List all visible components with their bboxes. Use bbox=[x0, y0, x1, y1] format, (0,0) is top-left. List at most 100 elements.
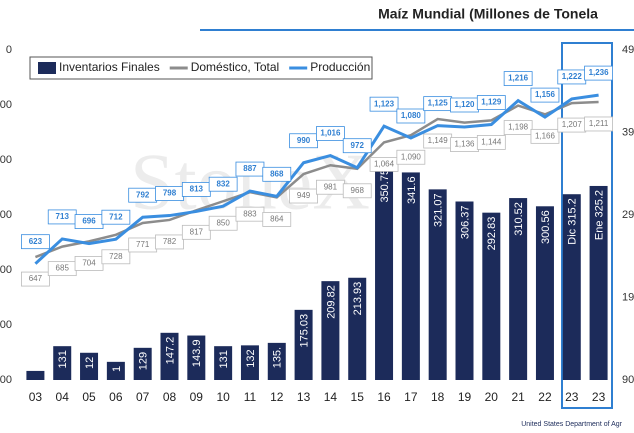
line-label: 712 bbox=[109, 212, 123, 221]
bar-label: 147.2 bbox=[164, 337, 176, 365]
label-box bbox=[208, 215, 238, 231]
bar bbox=[26, 370, 45, 380]
label-box bbox=[396, 108, 426, 124]
x-tick-label: 05 bbox=[82, 390, 96, 404]
bar-label: 131 bbox=[57, 350, 69, 368]
chart-title: Maíz Mundial (Millones de Tonela bbox=[378, 6, 598, 22]
bar-label: 292.83 bbox=[486, 217, 498, 251]
line-label: 883 bbox=[243, 209, 257, 218]
x-tick-label: 04 bbox=[56, 390, 70, 404]
y2-tick-label: 49 bbox=[622, 44, 634, 56]
bar-label: 310.52 bbox=[513, 202, 525, 236]
line-label: 813 bbox=[190, 185, 204, 194]
x-tick-label: 09 bbox=[190, 390, 204, 404]
line-label: 704 bbox=[82, 259, 96, 268]
label-box bbox=[262, 211, 292, 227]
bar-label: 132 bbox=[245, 349, 257, 367]
line-label: 972 bbox=[351, 141, 365, 150]
x-tick-label: 03 bbox=[29, 390, 43, 404]
bar bbox=[535, 206, 554, 380]
bar-label: 129 bbox=[138, 352, 150, 370]
line-label: 623 bbox=[29, 237, 43, 246]
y-tick-label: 0 bbox=[6, 44, 12, 56]
label-box bbox=[342, 138, 372, 154]
line-label: 1,222 bbox=[562, 72, 583, 81]
bar-label: 131 bbox=[218, 350, 230, 368]
y2-tick-label: 39 bbox=[622, 126, 634, 138]
line-label: 798 bbox=[163, 189, 177, 198]
x-tick-label: 11 bbox=[244, 390, 257, 404]
bar bbox=[80, 352, 99, 380]
bar-label: 135. bbox=[272, 347, 284, 368]
label-box bbox=[530, 128, 560, 144]
y2-tick-label: 19 bbox=[622, 291, 634, 303]
line-label: 949 bbox=[297, 191, 311, 200]
x-tick-label: 16 bbox=[377, 390, 391, 404]
highlight-box bbox=[561, 42, 613, 409]
line-label: 887 bbox=[243, 164, 257, 173]
bar-label: 213.93 bbox=[352, 282, 364, 316]
bar bbox=[187, 335, 206, 380]
label-box bbox=[101, 249, 131, 265]
bar bbox=[589, 185, 608, 380]
line-label: 696 bbox=[82, 217, 96, 226]
label-box bbox=[101, 209, 131, 225]
line-label: 990 bbox=[297, 136, 311, 145]
y-tick-label: 000 bbox=[0, 374, 12, 386]
x-tick-label: 06 bbox=[109, 390, 123, 404]
label-box bbox=[21, 234, 50, 250]
bar-label: 350.75 bbox=[379, 169, 391, 203]
x-tick-label: 13 bbox=[297, 390, 311, 404]
bar-label: 306.37 bbox=[459, 205, 471, 239]
legend-label: Inventarios Finales bbox=[59, 60, 160, 74]
label-box bbox=[155, 234, 184, 250]
line-label: 1,198 bbox=[508, 123, 529, 132]
line-label: 728 bbox=[109, 252, 123, 261]
line-label: 1,236 bbox=[589, 68, 610, 77]
line-label: 850 bbox=[216, 218, 230, 227]
bar-label: 12 bbox=[84, 357, 96, 369]
bar bbox=[240, 345, 259, 380]
y2-tick-label: 29 bbox=[622, 209, 634, 221]
label-box bbox=[208, 176, 238, 192]
legend-label: Doméstico, Total bbox=[191, 60, 279, 74]
line-label: 1,129 bbox=[481, 98, 502, 107]
bar bbox=[133, 347, 152, 380]
label-box bbox=[181, 224, 211, 240]
y-tick-label: 00 bbox=[0, 209, 12, 221]
line-label: 817 bbox=[190, 227, 204, 236]
line-label: 1,016 bbox=[320, 129, 341, 138]
bar-label: 300.56 bbox=[540, 210, 552, 244]
bar-label: 321.07 bbox=[433, 193, 445, 227]
line-label: 782 bbox=[163, 237, 177, 246]
line-label: 1,156 bbox=[535, 90, 556, 99]
bar bbox=[267, 342, 286, 380]
x-tick-label: 10 bbox=[216, 390, 230, 404]
line-label: 1,080 bbox=[401, 111, 422, 120]
line-label: 864 bbox=[270, 215, 284, 224]
y2-tick-label: 90 bbox=[622, 374, 634, 386]
line bbox=[34, 93, 599, 265]
bar bbox=[321, 281, 340, 380]
label-box bbox=[316, 126, 345, 141]
line-label: 968 bbox=[351, 186, 365, 195]
bar-label: 143.9 bbox=[191, 340, 203, 368]
line-label: 1,090 bbox=[401, 152, 422, 161]
label-box bbox=[584, 65, 613, 81]
label-box bbox=[262, 166, 292, 182]
bar-label: 341.6 bbox=[406, 176, 418, 204]
bar bbox=[401, 172, 420, 380]
line-label: 685 bbox=[56, 264, 70, 273]
bar-label: 1 bbox=[111, 366, 123, 372]
bar bbox=[482, 212, 501, 380]
bar-label: 175.03 bbox=[298, 314, 310, 348]
x-tick-label: 14 bbox=[324, 390, 338, 404]
line-label: 868 bbox=[270, 169, 284, 178]
line-label: 832 bbox=[216, 179, 230, 188]
label-box bbox=[476, 95, 506, 110]
label-box bbox=[530, 87, 560, 103]
line-label: 1,216 bbox=[508, 74, 529, 83]
line-label: 1,207 bbox=[562, 120, 583, 129]
legend bbox=[29, 56, 373, 80]
x-tick-label: 12 bbox=[270, 390, 284, 404]
